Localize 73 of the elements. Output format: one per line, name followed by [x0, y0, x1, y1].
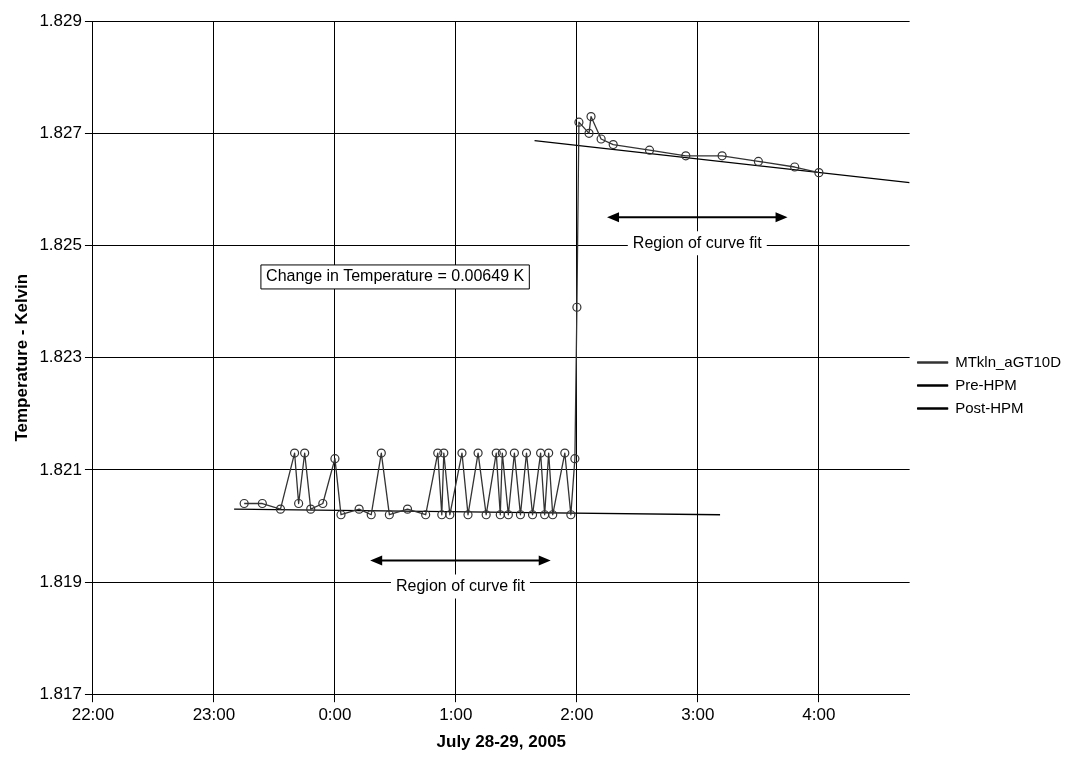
point: [503, 510, 513, 520]
y-tick-label: 1.825: [39, 235, 82, 255]
point: [790, 162, 800, 172]
annotation: Region of curve fit: [395, 576, 526, 594]
point: [521, 448, 532, 458]
point: [497, 448, 507, 458]
point: [439, 448, 449, 458]
y-tick-label: 1.819: [39, 571, 82, 591]
y-axis-title: Temperature - Kelvin: [11, 273, 31, 442]
point: [814, 168, 824, 178]
point: [717, 151, 727, 161]
point: [570, 454, 580, 464]
point: [584, 128, 594, 138]
point: [433, 448, 443, 458]
x-axis-title: July 28-29, 2005: [436, 732, 567, 752]
point: [548, 510, 558, 520]
point: [294, 498, 304, 509]
x-tick-label: 1:00: [439, 705, 473, 725]
point: [574, 117, 584, 127]
y-tick-label: 1.821: [39, 459, 82, 479]
point: [586, 111, 596, 122]
annotation: Change in Temperature = 0.00649 K: [266, 267, 525, 285]
x-tick-label: 2:00: [560, 705, 594, 725]
x-tick-label: 0:00: [318, 705, 352, 725]
point: [481, 510, 491, 520]
point: [608, 139, 618, 150]
point: [437, 510, 447, 520]
point: [336, 510, 346, 520]
point: [473, 448, 483, 458]
point: [300, 448, 310, 458]
legend-label: Post-HPM: [955, 398, 1024, 416]
y-tick-label: 1.829: [39, 10, 82, 30]
x-tick-label: 22:00: [71, 705, 115, 725]
point: [330, 454, 340, 464]
point: [239, 498, 249, 509]
point: [544, 448, 554, 458]
point: [644, 145, 655, 155]
point: [384, 510, 394, 520]
point: [566, 510, 576, 520]
point: [421, 510, 431, 520]
point: [596, 134, 606, 144]
point: [515, 510, 526, 520]
point: [753, 156, 763, 167]
point: [376, 448, 386, 458]
y-tick-label: 1.817: [39, 683, 82, 703]
x-tick-label: 23:00: [192, 705, 236, 725]
point: [257, 498, 267, 509]
point: [463, 510, 473, 520]
point: [491, 448, 501, 458]
point: [318, 498, 328, 509]
x-tick-label: 3:00: [681, 705, 715, 725]
x-tick-label: 4:00: [802, 705, 836, 725]
point: [457, 448, 467, 458]
y-tick-label: 1.827: [39, 123, 82, 143]
annotation: Region of curve fit: [632, 233, 763, 251]
point: [681, 151, 691, 161]
point: [527, 510, 538, 520]
point: [275, 504, 286, 514]
point: [495, 510, 505, 520]
legend-label: MTkln_aGT10D: [955, 352, 1062, 370]
point: [306, 504, 316, 514]
point: [289, 448, 300, 458]
legend-label: Pre-HPM: [955, 375, 1017, 393]
point: [354, 504, 364, 514]
point: [560, 448, 570, 458]
point: [536, 448, 546, 458]
point: [509, 448, 519, 458]
point: [540, 510, 550, 520]
point: [445, 510, 455, 520]
point: [402, 504, 413, 514]
y-tick-label: 1.823: [39, 347, 82, 367]
point: [366, 510, 376, 520]
point: [572, 302, 582, 312]
